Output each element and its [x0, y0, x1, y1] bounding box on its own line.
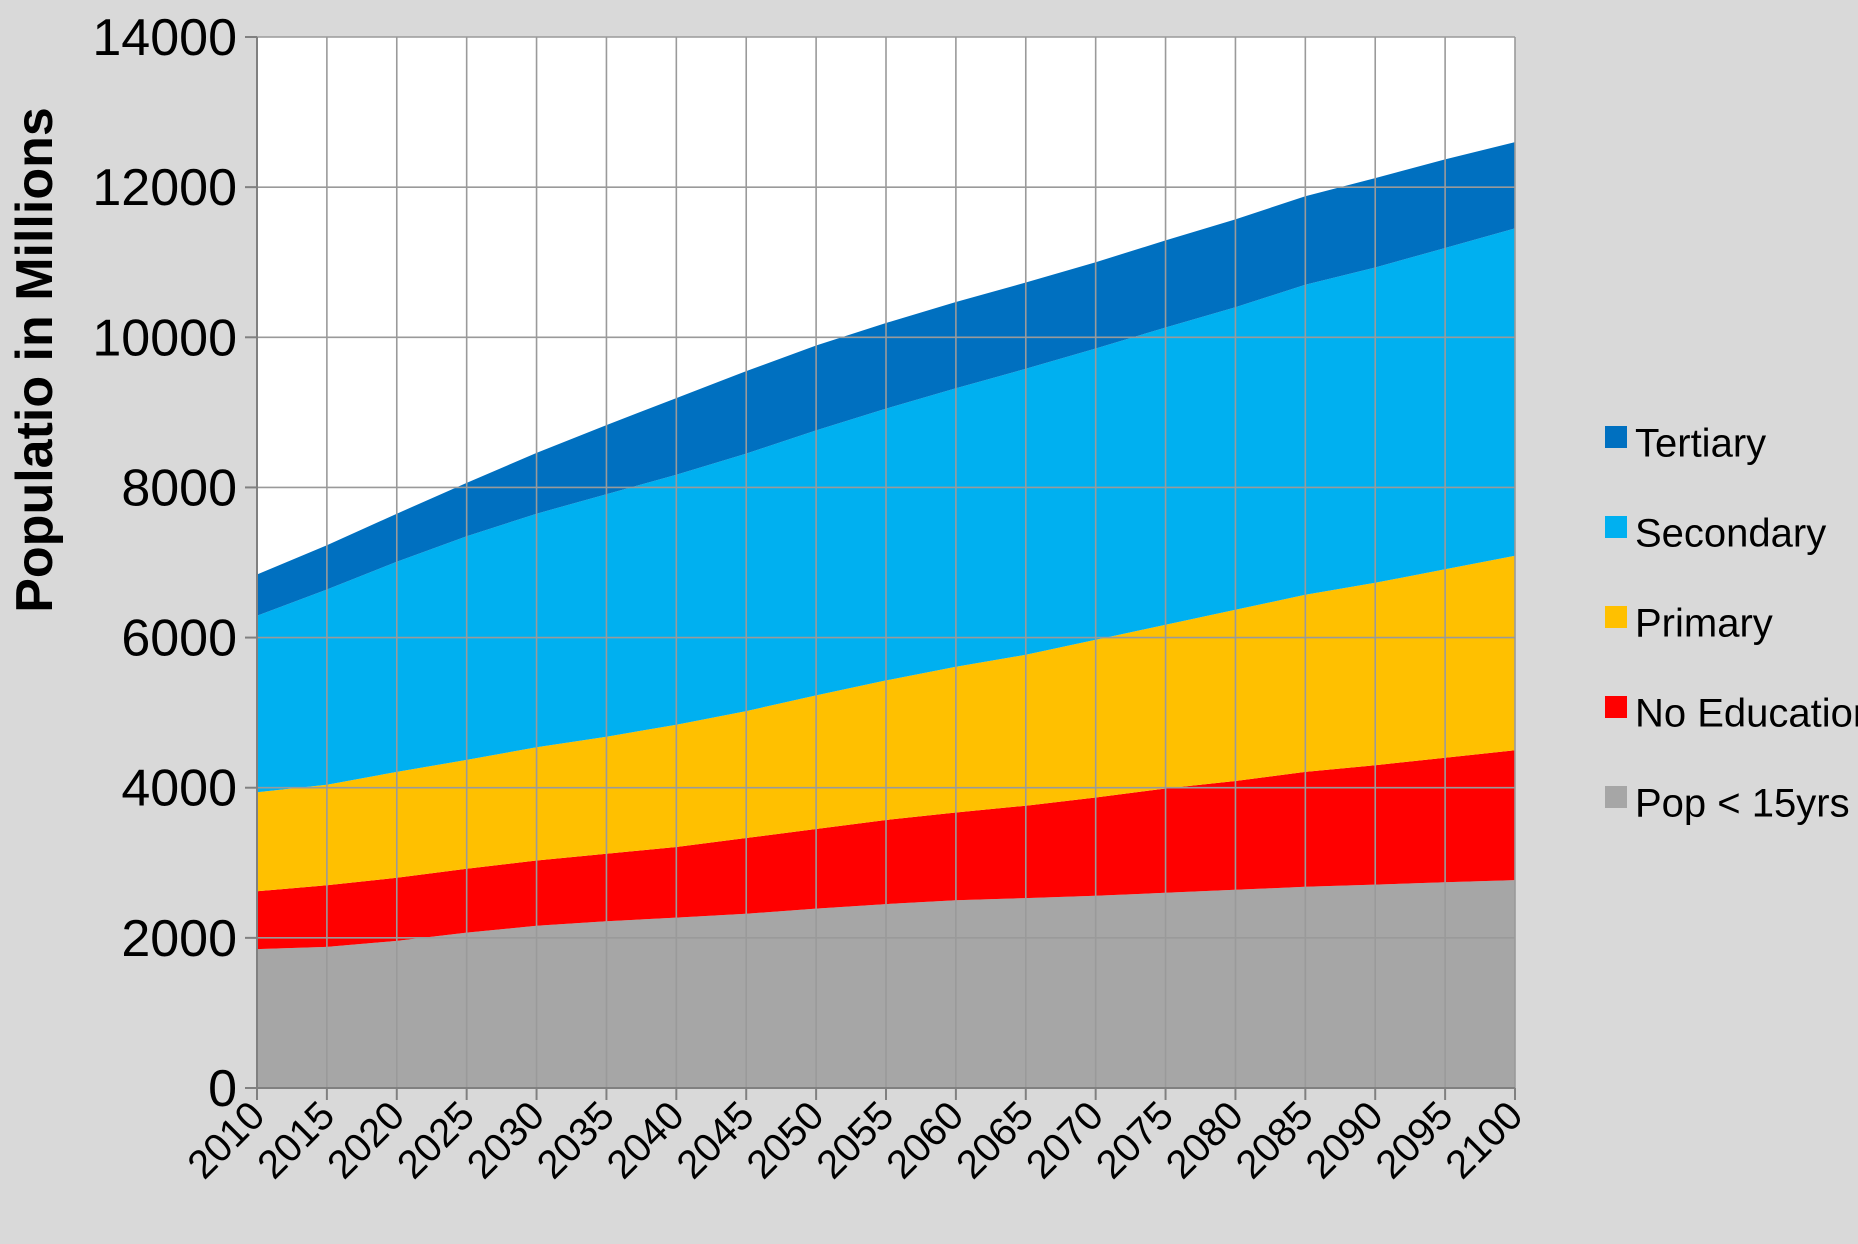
legend-label-secondary: Secondary [1635, 512, 1826, 556]
y-tick-label: 2000 [121, 910, 237, 968]
legend-swatch-tertiary [1605, 426, 1627, 448]
legend-swatch-primary [1605, 606, 1627, 628]
legend-swatch-pop-15yrs [1605, 786, 1627, 808]
y-tick-label: 4000 [121, 760, 237, 818]
legend-swatch-no-education [1605, 696, 1627, 718]
legend-label-no-education: No Education [1635, 692, 1858, 736]
y-axis-title: Populatio in Millions [6, 107, 64, 613]
legend: Tertiary Secondary Primary No Education Pop … [1605, 422, 1858, 826]
legend-label-tertiary: Tertiary [1635, 422, 1766, 466]
y-tick-label: 10000 [92, 309, 237, 367]
y-tick-label: 14000 [92, 9, 237, 67]
legend-swatch-secondary [1605, 516, 1627, 538]
y-tick-label: 0 [208, 1060, 237, 1118]
y-tick-label: 8000 [121, 459, 237, 517]
y-tick-label: 12000 [92, 159, 237, 217]
legend-label-pop-15yrs: Pop < 15yrs [1635, 782, 1850, 826]
legend-label-primary: Primary [1635, 602, 1773, 646]
y-tick-label: 6000 [121, 610, 237, 668]
